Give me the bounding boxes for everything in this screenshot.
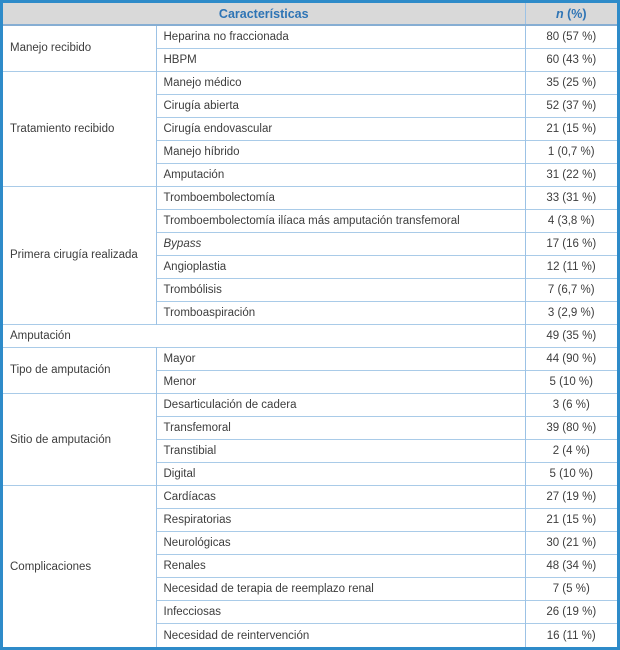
table-row: Amputación 49 (35 %) xyxy=(3,323,617,348)
row-label-cell: Respiratorias xyxy=(156,508,525,532)
table-row: HBPM 60 (43 %) xyxy=(3,47,617,72)
row-label-cell: Desarticulación de cadera xyxy=(156,392,525,417)
value-cell: 3 (6 %) xyxy=(524,392,617,417)
header-n-italic: n xyxy=(555,6,564,21)
row-label-cell: Necesidad de terapia de reemplazo renal xyxy=(156,577,525,601)
row-label-cell: Menor xyxy=(156,369,525,394)
header-n-percent: n (%) xyxy=(524,3,617,26)
table-row: Primera cirugía realizada Tromboembolecto… xyxy=(3,185,617,325)
table-row: Cirugía abierta 52 (37 %) xyxy=(3,93,617,118)
table-body: Manejo recibido Heparina no fraccionada 80… xyxy=(3,23,617,647)
table-row: Manejo híbrido 1 (0,7 %) xyxy=(3,139,617,164)
row-label-cell: Bypass xyxy=(156,231,525,256)
value-cell: 80 (57 %) xyxy=(524,23,617,49)
table-row: Angioplastia 12 (11 %) xyxy=(3,254,617,279)
row-label-cell: Neurológicas xyxy=(156,531,525,555)
value-cell: 48 (34 %) xyxy=(524,554,617,578)
row-label-cell: Necesidad de reintervención xyxy=(156,623,525,647)
table-row: Transtibial 2 (4 %) xyxy=(3,439,617,463)
value-cell: 16 (11 %) xyxy=(524,623,617,647)
table-row: Complicaciones Cardíacas 27 (19 %) xyxy=(3,485,617,647)
row-label-cell: Trombólisis xyxy=(156,277,525,302)
row-label-cell: Cirugía abierta xyxy=(156,93,525,118)
table-row: Cirugía endovascular 21 (15 %) xyxy=(3,116,617,141)
table-row: Tromboembolectomía ilíaca más amputación… xyxy=(3,208,617,233)
section-label-cell: Sitio de amputación xyxy=(3,392,157,486)
row-label-cell: Amputación xyxy=(156,162,525,187)
row-label-cell: Angioplastia xyxy=(156,254,525,279)
table-row: Menor 5 (10 %) xyxy=(3,369,617,394)
section-label-cell: Complicaciones xyxy=(3,485,157,647)
section-label-cell: Primera cirugía realizada xyxy=(3,185,157,325)
row-label-cell: Heparina no fraccionada xyxy=(156,23,525,49)
row-label-cell: Infecciosas xyxy=(156,600,525,624)
row-label-cell: Tromboaspiración xyxy=(156,300,525,325)
value-cell: 39 (80 %) xyxy=(524,416,617,440)
table-row: Trombólisis 7 (6,7 %) xyxy=(3,277,617,302)
value-cell: 27 (19 %) xyxy=(524,485,617,509)
table-row: Tratamiento recibido Manejo médico 35 (25 … xyxy=(3,70,617,187)
value-cell: 3 (2,9 %) xyxy=(524,300,617,325)
value-cell: 5 (10 %) xyxy=(524,369,617,394)
row-label-cell: HBPM xyxy=(156,47,525,72)
value-cell: 1 (0,7 %) xyxy=(524,139,617,164)
row-label-cell: Tromboembolectomía ilíaca más amputación… xyxy=(156,208,525,233)
row-label-cell: Transfemoral xyxy=(156,416,525,440)
section-label-cell: Amputación xyxy=(3,323,525,348)
value-cell: 26 (19 %) xyxy=(524,600,617,624)
value-cell: 4 (3,8 %) xyxy=(524,208,617,233)
value-cell: 31 (22 %) xyxy=(524,162,617,187)
header-characteristics: Características xyxy=(3,3,525,26)
value-cell: 12 (11 %) xyxy=(524,254,617,279)
value-cell: 44 (90 %) xyxy=(524,346,617,371)
row-label-cell: Transtibial xyxy=(156,439,525,463)
section-label-cell: Tratamiento recibido xyxy=(3,70,157,187)
section-label-cell: Manejo recibido xyxy=(3,23,157,72)
value-cell: 21 (15 %) xyxy=(524,116,617,141)
value-cell: 52 (37 %) xyxy=(524,93,617,118)
value-cell: 5 (10 %) xyxy=(524,462,617,486)
table-row: Necesidad de terapia de reemplazo renal 7… xyxy=(3,577,617,601)
table-row: Bypass 17 (16 %) xyxy=(3,231,617,256)
header-percent-rest: (%) xyxy=(563,6,587,21)
row-label-cell: Renales xyxy=(156,554,525,578)
table-header-row: Características n (%) xyxy=(3,3,617,26)
table-row: Sitio de amputación Desarticulación de ca… xyxy=(3,392,617,486)
table-row: Digital 5 (10 %) xyxy=(3,462,617,486)
characteristics-table-grid: Características n (%) Manejo recibido Hep… xyxy=(3,3,617,647)
table-row: Renales 48 (34 %) xyxy=(3,554,617,578)
table-row: Respiratorias 21 (15 %) xyxy=(3,508,617,532)
value-cell: 7 (5 %) xyxy=(524,577,617,601)
value-cell: 7 (6,7 %) xyxy=(524,277,617,302)
row-label-cell: Tromboembolectomía xyxy=(156,185,525,210)
row-label-cell: Cirugía endovascular xyxy=(156,116,525,141)
value-cell: 60 (43 %) xyxy=(524,47,617,72)
value-cell: 33 (31 %) xyxy=(524,185,617,210)
value-cell: 17 (16 %) xyxy=(524,231,617,256)
value-cell: 49 (35 %) xyxy=(524,323,617,348)
table-row: Necesidad de reintervención 16 (11 %) xyxy=(3,623,617,647)
table-row: Transfemoral 39 (80 %) xyxy=(3,416,617,440)
value-cell: 35 (25 %) xyxy=(524,70,617,95)
row-label-cell: Manejo médico xyxy=(156,70,525,95)
table-row: Manejo recibido Heparina no fraccionada 80… xyxy=(3,23,617,72)
value-cell: 21 (15 %) xyxy=(524,508,617,532)
table-row: Neurológicas 30 (21 %) xyxy=(3,531,617,555)
table-row: Amputación 31 (22 %) xyxy=(3,162,617,187)
row-label-cell: Manejo híbrido xyxy=(156,139,525,164)
value-cell: 30 (21 %) xyxy=(524,531,617,555)
value-cell: 2 (4 %) xyxy=(524,439,617,463)
row-label-cell: Mayor xyxy=(156,346,525,371)
row-label-cell: Digital xyxy=(156,462,525,486)
row-label-cell: Cardíacas xyxy=(156,485,525,509)
section-label-cell: Tipo de amputación xyxy=(3,346,157,394)
table-row: Tipo de amputación Mayor 44 (90 %) xyxy=(3,346,617,394)
table-row: Infecciosas 26 (19 %) xyxy=(3,600,617,624)
table-row: Tromboaspiración 3 (2,9 %) xyxy=(3,300,617,325)
